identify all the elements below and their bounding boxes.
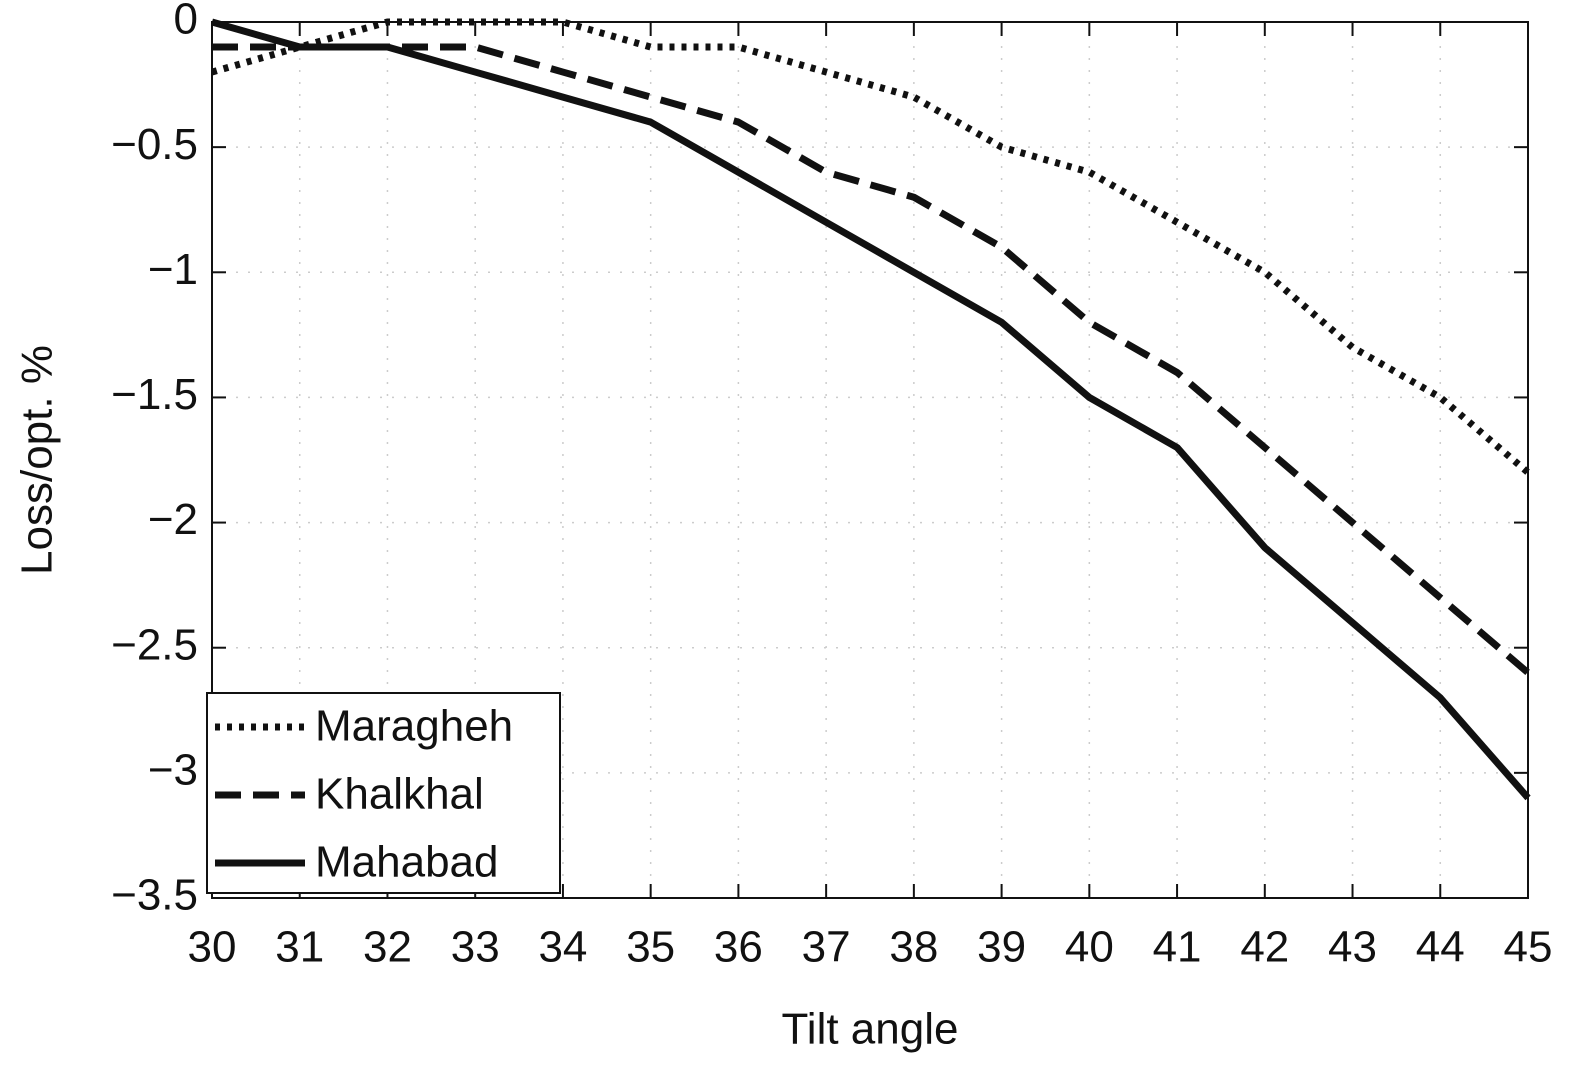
y-tick-label: −1.5 xyxy=(111,370,198,419)
x-tick-label: 39 xyxy=(977,923,1026,972)
x-tick-label: 33 xyxy=(451,923,500,972)
x-tick-label: 32 xyxy=(363,923,412,972)
x-tick-label: 38 xyxy=(889,923,938,972)
x-tick-label: 40 xyxy=(1065,923,1114,972)
x-tick-label: 45 xyxy=(1504,923,1553,972)
y-tick-label: −2.5 xyxy=(111,620,198,669)
legend-label: Maragheh xyxy=(315,702,513,751)
y-tick-label: −0.5 xyxy=(111,120,198,169)
line-series xyxy=(211,18,1531,476)
x-tick-label: 43 xyxy=(1328,923,1377,972)
x-tick-label: 42 xyxy=(1240,923,1289,972)
x-tick-label: 37 xyxy=(802,923,851,972)
x-tick-label: 34 xyxy=(538,923,587,972)
plot-frame xyxy=(211,21,1529,899)
x-tick-label: 30 xyxy=(188,923,237,972)
y-tick-label: −3 xyxy=(148,745,198,794)
y-tick-label: −1 xyxy=(148,245,198,294)
x-tick-label: 41 xyxy=(1153,923,1202,972)
y-axis-title: Loss/opt. % xyxy=(13,345,62,575)
x-tick-label: 35 xyxy=(626,923,675,972)
y-tick-label: −2 xyxy=(148,495,198,544)
x-tick-label: 44 xyxy=(1416,923,1465,972)
y-tick-label: −3.5 xyxy=(111,871,198,920)
x-tick-label: 31 xyxy=(275,923,324,972)
x-tick-label: 36 xyxy=(714,923,763,972)
y-tick-label: 0 xyxy=(174,0,198,44)
legend-label: Mahabad xyxy=(315,838,498,887)
line-series xyxy=(211,18,1531,801)
x-axis-title: Tilt angle xyxy=(782,1005,959,1054)
legend-label: Khalkhal xyxy=(315,770,484,819)
line-series xyxy=(212,43,1531,676)
